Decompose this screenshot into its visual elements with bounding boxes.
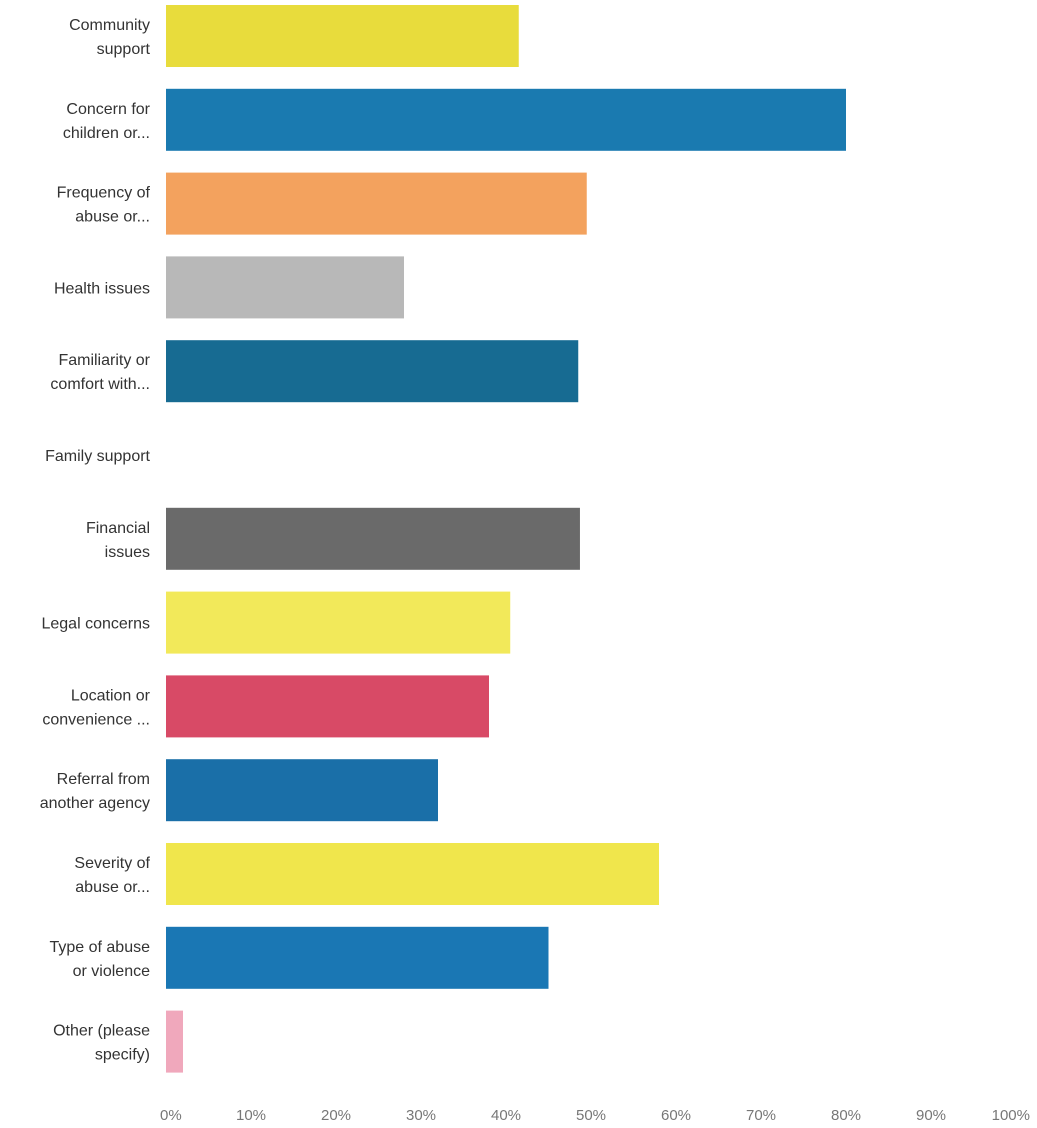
bar-3 bbox=[166, 256, 404, 319]
category-label-4-line-1: comfort with... bbox=[50, 376, 150, 393]
category-label-1-line-1: children or... bbox=[63, 125, 150, 142]
bar-0 bbox=[166, 5, 519, 67]
category-label-1-line-0: Concern for bbox=[66, 101, 150, 118]
bar-4 bbox=[166, 340, 579, 403]
bar-2 bbox=[166, 172, 587, 235]
x-tick-label-3: 30% bbox=[406, 1107, 436, 1124]
category-label-2-line-1: abuse or... bbox=[75, 209, 150, 226]
category-label-6-line-0: Financial bbox=[86, 520, 150, 537]
bar-1 bbox=[166, 88, 846, 151]
bars-group bbox=[166, 5, 846, 1073]
x-tick-label-6: 60% bbox=[661, 1107, 691, 1124]
category-label-10-line-1: abuse or... bbox=[75, 879, 150, 896]
x-tick-label-10: 100% bbox=[992, 1107, 1030, 1124]
category-label-0-line-0: Community bbox=[69, 17, 150, 34]
category-label-8-line-0: Location or bbox=[71, 687, 151, 704]
category-label-11-line-1: or violence bbox=[73, 963, 150, 980]
category-label-2-line-0: Frequency of bbox=[57, 185, 151, 202]
x-tick-label-4: 40% bbox=[491, 1107, 521, 1124]
category-label-9-line-1: another agency bbox=[40, 795, 150, 812]
x-tick-label-7: 70% bbox=[746, 1107, 776, 1124]
bar-11 bbox=[166, 926, 549, 989]
x-tick-label-5: 50% bbox=[576, 1107, 606, 1124]
category-label-12-line-1: specify) bbox=[95, 1047, 150, 1064]
x-tick-label-2: 20% bbox=[321, 1107, 351, 1124]
category-label-10-line-0: Severity of bbox=[74, 855, 150, 872]
category-label-3-line-0: Health issues bbox=[54, 280, 150, 297]
category-label-8-line-1: convenience ... bbox=[42, 711, 150, 728]
category-label-4-line-0: Familiarity or bbox=[58, 352, 150, 369]
bar-6 bbox=[166, 507, 580, 570]
x-tick-label-8: 80% bbox=[831, 1107, 861, 1124]
bar-7 bbox=[166, 591, 511, 654]
bar-9 bbox=[166, 759, 438, 822]
category-label-6-line-1: issues bbox=[105, 544, 150, 561]
category-label-0-line-1: support bbox=[97, 41, 151, 58]
category-labels-group: Community support Concern for children or..… bbox=[40, 17, 151, 1064]
x-tick-label-9: 90% bbox=[916, 1107, 946, 1124]
bar-12 bbox=[166, 1010, 183, 1073]
category-label-12-line-0: Other (please bbox=[53, 1023, 150, 1040]
x-tick-label-0: 0% bbox=[160, 1107, 182, 1124]
category-label-7-line-0: Legal concerns bbox=[41, 616, 150, 633]
bar-10 bbox=[166, 843, 659, 905]
category-label-9-line-0: Referral from bbox=[57, 771, 150, 788]
category-label-5-line-0: Family support bbox=[45, 448, 150, 465]
category-label-11-line-0: Type of abuse bbox=[49, 939, 150, 956]
x-tick-label-1: 10% bbox=[236, 1107, 266, 1124]
bar-8 bbox=[166, 675, 489, 738]
x-axis-ticks-group: 0% 10% 20% 30% 40% 50% 60% 70% 80% 90% 100% bbox=[160, 1107, 1030, 1124]
